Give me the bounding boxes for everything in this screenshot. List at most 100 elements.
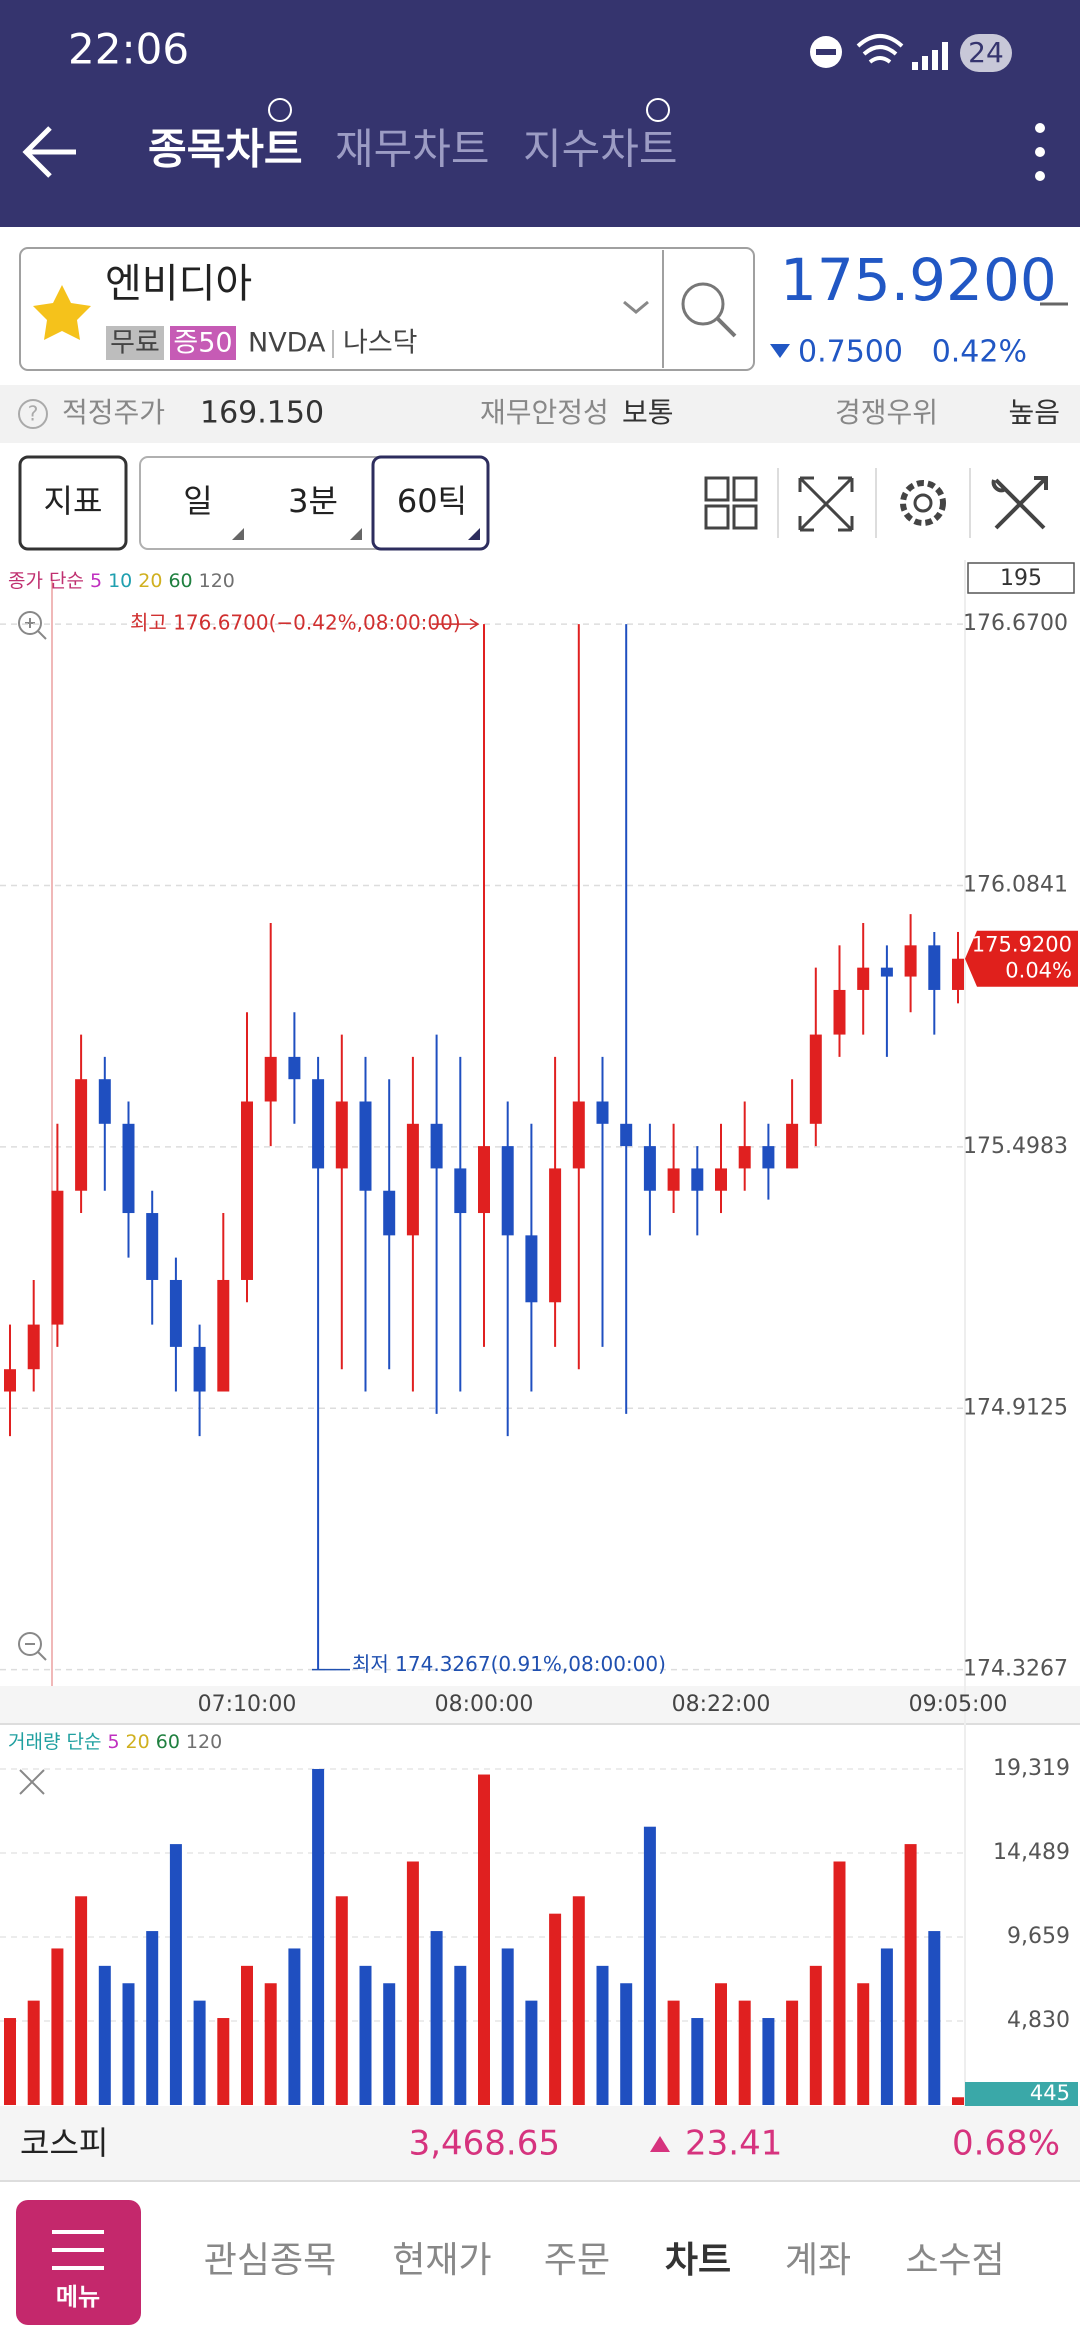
- nav-item[interactable]: 관심종목: [204, 2240, 336, 2281]
- indicator-button[interactable]: [18, 455, 128, 551]
- volume-bar: [762, 2018, 775, 2105]
- back-button[interactable]: [22, 126, 76, 178]
- volume-bar: [691, 2018, 704, 2105]
- y-tick-label: 176.0841: [963, 872, 1068, 897]
- search-button[interactable]: [681, 282, 737, 338]
- legend-item: 20: [138, 570, 162, 592]
- x-tick-label: 07:10:00: [198, 1692, 297, 1717]
- zoom-in[interactable]: [18, 611, 47, 640]
- tools-button[interactable]: [991, 476, 1048, 530]
- nav-item[interactable]: 소수점: [905, 2240, 1004, 2281]
- tab-active[interactable]: 종목차트: [148, 125, 303, 174]
- info-label: 재무안정성: [480, 396, 609, 429]
- candle-body: [643, 1146, 656, 1191]
- dropdown-chevron[interactable]: [623, 300, 649, 314]
- info-label: 경쟁우위: [835, 396, 938, 429]
- candle-body: [667, 1168, 680, 1191]
- volume-bar: [122, 1983, 135, 2105]
- y-tick-label: 14,489: [993, 1840, 1070, 1865]
- index-change: 23.41: [685, 2124, 782, 2164]
- candle-body: [193, 1346, 206, 1392]
- candle-body: [383, 1190, 396, 1236]
- period-button[interactable]: 일: [183, 482, 212, 520]
- volume-bar: [643, 1826, 656, 2105]
- volume-bar: [928, 1931, 941, 2105]
- interval-button[interactable]: 3분: [288, 482, 338, 520]
- time-axis: [0, 1686, 1080, 1724]
- ticker: NVDA: [248, 328, 326, 359]
- volume-bar: [146, 1931, 159, 2105]
- legend-title: 거래량 단순: [8, 1731, 101, 1753]
- tab[interactable]: 재무차트: [335, 125, 490, 174]
- info-value: 보통: [622, 396, 674, 429]
- nav-item[interactable]: 계좌: [785, 2240, 851, 2281]
- volume-bar: [383, 1983, 396, 2105]
- candle-body: [904, 945, 917, 977]
- volume-bar: [335, 1896, 348, 2105]
- status-time: 22:06: [68, 25, 189, 74]
- legend-item: 120: [199, 570, 235, 592]
- price-change-pct: 0.42%: [932, 335, 1027, 370]
- candle-body: [146, 1213, 159, 1280]
- candle-body: [241, 1101, 253, 1280]
- count: 195: [1000, 566, 1042, 591]
- candle-body: [264, 1056, 277, 1102]
- help-icon[interactable]: [18, 399, 48, 429]
- down-arrow: [770, 344, 790, 358]
- menu-icon: [52, 2230, 104, 2270]
- ticks-label: 60틱: [397, 482, 467, 520]
- info-row: [0, 385, 1080, 443]
- menu-button[interactable]: [16, 2200, 141, 2325]
- indicator-label: 지표: [44, 482, 103, 520]
- last-volume-tag: [965, 2082, 1078, 2106]
- candle-body: [454, 1168, 467, 1214]
- stock-price: 175.9200: [780, 246, 1057, 314]
- volume-bar: [667, 2000, 680, 2105]
- price-tag-pct: 0.04%: [1005, 959, 1072, 983]
- nav-item-active[interactable]: 차트: [665, 2240, 731, 2281]
- candle-body: [288, 1056, 301, 1080]
- volume-bar: [4, 2018, 16, 2105]
- volume-bar: [572, 1896, 585, 2105]
- wifi-icon: [856, 34, 904, 64]
- close-volume[interactable]: [19, 1769, 45, 1795]
- price-change: 0.7500: [798, 335, 903, 370]
- more-button[interactable]: [1035, 123, 1045, 181]
- volume-bar: [620, 1983, 633, 2105]
- fullscreen-button[interactable]: [798, 476, 854, 532]
- volume-bar: [952, 2097, 964, 2105]
- volume-bar: [880, 1948, 893, 2105]
- volume-bar: [169, 1844, 182, 2105]
- signal-icon: [912, 42, 948, 70]
- layout-button[interactable]: [704, 476, 758, 530]
- volume-bar: [833, 1861, 846, 2105]
- info-value: 높음: [1008, 396, 1060, 429]
- favorite-star[interactable]: [33, 285, 91, 340]
- settings-button[interactable]: [900, 480, 946, 526]
- candle-body: [217, 1279, 230, 1392]
- volume-bar: [217, 2018, 230, 2105]
- zoom-out[interactable]: [18, 1632, 47, 1661]
- header-bg: [0, 0, 1080, 227]
- volume-bar: [406, 1861, 419, 2105]
- tab[interactable]: 지수차트: [523, 125, 678, 174]
- volume-bar: [98, 1965, 111, 2105]
- index-bar: [0, 2106, 1080, 2181]
- candle-body: [169, 1279, 182, 1347]
- tag: 증50: [173, 328, 232, 359]
- volume-bar: [786, 2000, 799, 2105]
- volume-bar: [525, 2000, 538, 2105]
- candle-body: [952, 958, 964, 990]
- candle-body: [51, 1190, 64, 1325]
- volume-bar: [549, 1913, 562, 2105]
- battery-level: 24: [968, 36, 1004, 69]
- candle-body: [478, 1146, 490, 1214]
- nav-item[interactable]: 현재가: [392, 2240, 491, 2281]
- index-change-pct: 0.68%: [952, 2124, 1060, 2164]
- market: 나스닥: [343, 328, 418, 359]
- nav-item[interactable]: 주문: [544, 2240, 610, 2281]
- y-tick-label: 174.9125: [963, 1395, 1068, 1420]
- ticks-button[interactable]: [371, 455, 490, 551]
